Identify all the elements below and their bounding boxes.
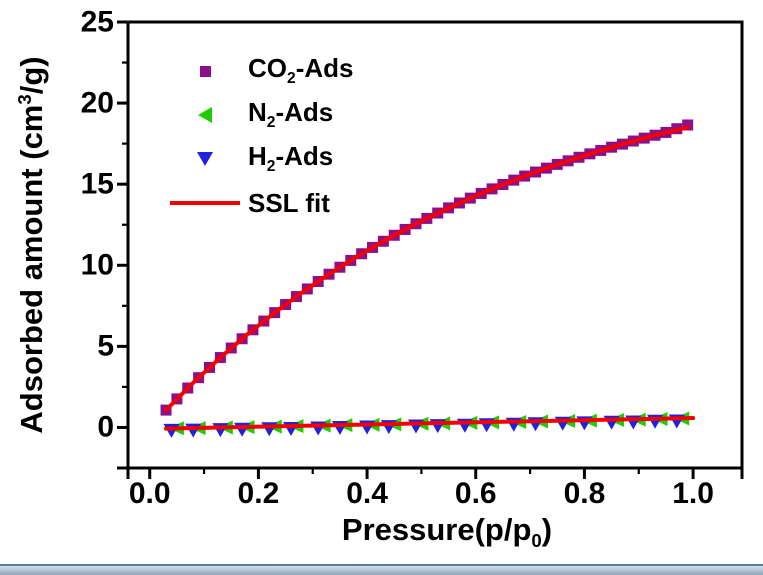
y-tick-label: 20 bbox=[80, 86, 114, 120]
x-tick-label: 0.4 bbox=[346, 477, 388, 510]
ssl-fit-line bbox=[164, 416, 696, 431]
x-axis-label-subscript: 0 bbox=[531, 530, 542, 552]
legend-item-ssl-fit: SSL fit bbox=[168, 181, 353, 225]
legend-label-co2: CO2-Ads bbox=[248, 53, 353, 88]
legend-marker-cell bbox=[168, 152, 242, 166]
x-axis-label-text-post: ) bbox=[541, 512, 553, 547]
legend-label-n2-sub: 2 bbox=[266, 114, 276, 132]
x-tick-label: 0.6 bbox=[454, 477, 497, 510]
x-tick-label: 0.8 bbox=[563, 477, 606, 510]
legend-label-h2-post: -Ads bbox=[275, 141, 334, 172]
y-axis-label-superscript: 3 bbox=[13, 94, 35, 105]
legend-label-co2-main: CO bbox=[248, 53, 287, 84]
legend-item-n2: N2-Ads bbox=[168, 93, 353, 137]
ssl-line-icon bbox=[170, 201, 240, 205]
ssl-fit-line bbox=[164, 125, 690, 413]
window-bottom-strip bbox=[0, 564, 763, 575]
legend-label-h2-main: H bbox=[248, 141, 267, 172]
legend-label-co2-post: -Ads bbox=[295, 53, 354, 84]
legend-item-h2: H2-Ads bbox=[168, 137, 353, 181]
legend-label-ssl-main: SSL fit bbox=[248, 187, 330, 218]
legend-label-n2-main: N bbox=[248, 97, 267, 128]
co2-data-point bbox=[682, 119, 694, 131]
legend-marker-cell bbox=[168, 201, 242, 205]
legend-label-h2: H2-Ads bbox=[248, 141, 333, 176]
legend-label-ssl-fit: SSL fit bbox=[248, 188, 330, 219]
y-tick-label: 0 bbox=[97, 410, 114, 444]
y-axis-label: Adsorbed amount (cm3/g) bbox=[14, 56, 50, 433]
legend-label-n2-post: -Ads bbox=[275, 97, 334, 128]
co2-marker-icon bbox=[199, 65, 211, 77]
y-tick-label: 15 bbox=[80, 167, 114, 201]
h2-marker-icon bbox=[197, 152, 213, 166]
x-tick-label: 0.0 bbox=[128, 477, 171, 510]
legend-label-h2-sub: 2 bbox=[266, 158, 276, 176]
legend-marker-cell bbox=[168, 107, 242, 123]
plot-frame bbox=[126, 20, 744, 470]
legend-item-co2: CO2-Ads bbox=[168, 49, 353, 93]
y-axis-label-text: Adsorbed amount (cm bbox=[14, 104, 50, 434]
y-tick-label: 10 bbox=[80, 248, 114, 282]
y-tick-label: 5 bbox=[97, 329, 114, 363]
legend-label-co2-sub: 2 bbox=[287, 70, 296, 88]
y-tick-label: 25 bbox=[80, 5, 114, 39]
x-axis-label-text: Pressure(p/p bbox=[341, 512, 532, 547]
x-axis-label: Pressure(p/p0) bbox=[342, 512, 552, 552]
n2-marker-icon bbox=[198, 107, 212, 123]
x-tick-label: 1.0 bbox=[672, 477, 714, 510]
y-axis-label-text-post: /g) bbox=[14, 56, 50, 95]
x-tick-label: 0.2 bbox=[237, 477, 280, 510]
legend-label-n2: N2-Ads bbox=[248, 97, 333, 132]
legend-marker-cell bbox=[168, 65, 242, 77]
legend: CO2-Ads N2-Ads H2-Ads SSL fit bbox=[168, 49, 353, 225]
